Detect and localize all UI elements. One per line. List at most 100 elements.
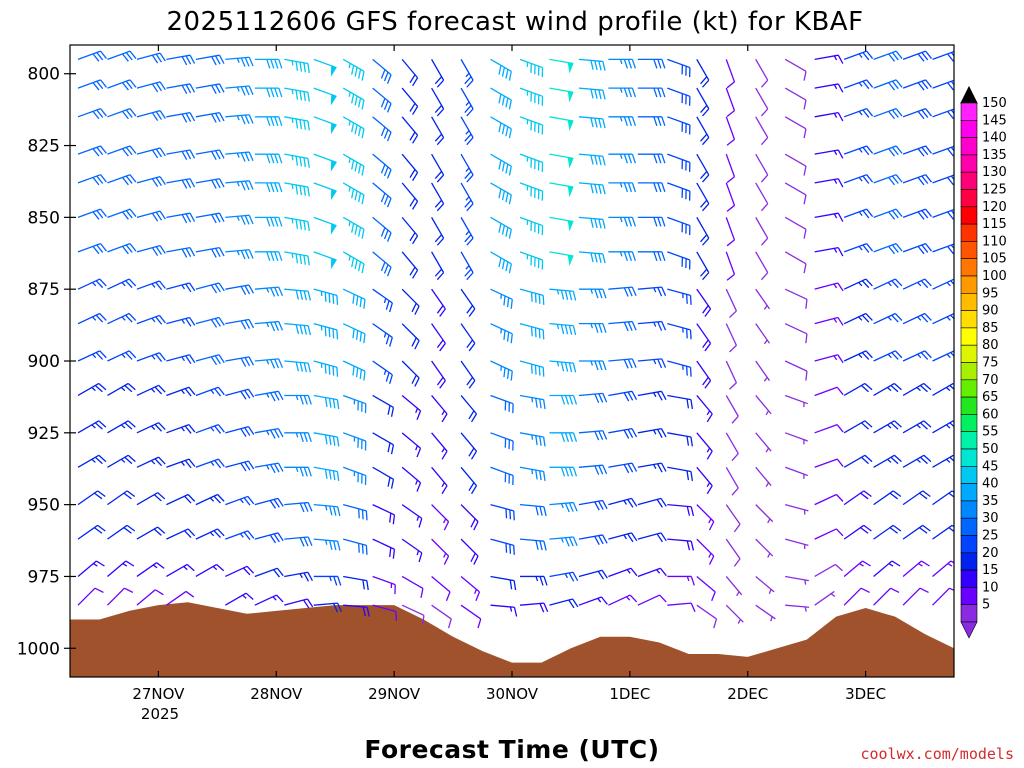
barb-half-feather — [560, 503, 564, 509]
barb-full-feather — [917, 245, 925, 255]
wind-barb — [166, 354, 196, 365]
wind-barb — [372, 153, 392, 179]
barb-full-feather — [921, 109, 929, 118]
barb-full-feather — [657, 182, 662, 193]
barb-full-feather — [627, 116, 633, 127]
colorbar-tick-label: 115 — [982, 217, 1007, 232]
wind-barb — [372, 116, 392, 142]
wind-barb — [372, 575, 396, 595]
barb-full-feather — [602, 156, 606, 166]
wind-barb — [313, 602, 343, 613]
barb-full-feather — [623, 116, 629, 127]
barb-full-feather — [538, 294, 541, 304]
barb-full-feather — [627, 287, 633, 297]
wind-barb — [873, 243, 903, 255]
barb-full-feather — [508, 474, 510, 484]
barb-full-feather — [414, 340, 420, 350]
wind-barb — [166, 386, 196, 397]
wind-barb — [755, 395, 772, 416]
barb-full-feather — [534, 365, 537, 375]
barb-full-feather — [837, 54, 844, 64]
wind-barb — [784, 153, 807, 176]
barb-shaft — [343, 604, 368, 608]
barb-full-feather — [409, 131, 416, 141]
barb-full-feather — [436, 137, 445, 146]
barb-shaft — [519, 538, 544, 542]
barb-half-feather — [383, 298, 387, 304]
barb-half-feather — [291, 118, 294, 123]
barb-shaft — [284, 598, 308, 606]
colorbar-swatch — [960, 431, 978, 450]
barb-shaft — [962, 51, 985, 59]
wind-barb — [195, 423, 225, 434]
barb-full-feather — [947, 148, 954, 157]
barb-full-feather — [690, 471, 694, 481]
barb-full-feather — [631, 321, 637, 331]
barb-full-feather — [564, 432, 570, 443]
barb-full-feather — [390, 407, 395, 417]
barb-shaft — [932, 79, 954, 89]
barb-full-feather — [303, 572, 310, 582]
wind-barb — [549, 216, 574, 232]
x-axis-label: Forecast Time (UTC) — [364, 735, 659, 764]
barb-full-feather — [386, 198, 392, 208]
barb-flag — [330, 257, 337, 270]
barb-shaft — [225, 249, 250, 253]
wind-barb — [490, 323, 513, 344]
barb-full-feather — [470, 450, 478, 460]
barb-full-feather — [299, 90, 303, 101]
barb-full-feather — [891, 560, 901, 567]
barb-full-feather — [503, 330, 506, 340]
barb-full-feather — [702, 272, 710, 281]
barb-flag — [330, 122, 337, 135]
barb-full-feather — [159, 176, 166, 185]
wind-barb — [284, 58, 310, 74]
wind-barb — [254, 567, 284, 578]
barb-full-feather — [653, 116, 658, 127]
barb-full-feather — [948, 492, 954, 500]
barb-full-feather — [189, 212, 196, 222]
barb-full-feather — [541, 225, 544, 236]
barb-full-feather — [623, 87, 629, 98]
wind-barb — [843, 587, 870, 606]
barb-full-feather — [273, 391, 280, 401]
barb-full-feather — [218, 149, 225, 159]
barb-full-feather — [508, 402, 510, 412]
wind-barb — [254, 153, 283, 164]
wind-barb — [77, 208, 107, 220]
barb-full-feather — [686, 436, 690, 446]
barb-full-feather — [890, 384, 899, 393]
barb-full-feather — [129, 145, 137, 154]
barb-full-feather — [685, 189, 687, 200]
barb-half-feather — [320, 363, 323, 368]
wind-barb — [725, 87, 736, 118]
barb-shaft — [902, 174, 926, 184]
barb-full-feather — [295, 118, 299, 129]
wind-barb — [372, 182, 392, 208]
wind-barb — [519, 251, 544, 270]
barb-full-feather — [539, 436, 542, 446]
wind-barb — [784, 432, 808, 445]
barb-shaft — [342, 360, 366, 372]
barb-full-feather — [700, 171, 708, 180]
barb-full-feather — [568, 290, 573, 301]
barb-full-feather — [623, 182, 629, 193]
barb-full-feather — [660, 498, 667, 507]
barb-full-feather — [688, 260, 691, 270]
wind-barb — [549, 598, 579, 609]
barb-half-feather — [416, 515, 420, 521]
colorbar-tick-label: 25 — [982, 529, 999, 544]
barb-full-feather — [270, 322, 276, 332]
barb-full-feather — [155, 177, 163, 186]
barb-full-feather — [299, 185, 303, 196]
wind-barb — [578, 596, 608, 606]
wind-barb — [343, 604, 370, 617]
barb-full-feather — [351, 160, 355, 170]
colorbar-swatch — [960, 414, 978, 432]
barb-half-feather — [526, 185, 529, 191]
barb-full-feather — [383, 264, 389, 274]
wind-barb — [519, 394, 546, 410]
barb-shaft — [784, 466, 808, 477]
barb-full-feather — [888, 53, 896, 62]
